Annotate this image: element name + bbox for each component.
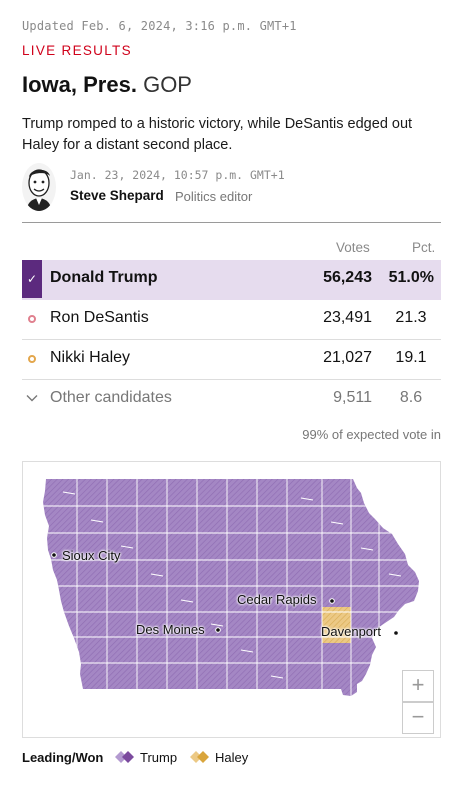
candidate-row-trump: ✓ Donald Trump 56,243 51.0% <box>22 260 441 300</box>
author-portrait-icon <box>26 169 52 211</box>
candidate-color-dot-icon <box>28 315 36 323</box>
chevron-down-icon <box>26 395 38 402</box>
winner-check-icon: ✓ <box>22 260 42 298</box>
iowa-map[interactable] <box>23 462 441 738</box>
candidate-votes: 9,511 <box>333 389 372 406</box>
candidate-name: Nikki Haley <box>50 349 131 366</box>
other-candidates-toggle[interactable]: Other candidates 9,511 8.6 <box>22 380 441 420</box>
author-role: Politics editor <box>175 189 253 204</box>
zoom-in-button[interactable]: + <box>402 670 434 702</box>
city-marker <box>215 627 221 633</box>
candidate-name: Ron DeSantis <box>50 309 149 326</box>
candidate-votes: 23,491 <box>323 309 372 326</box>
race-state: Iowa, Pres. <box>22 72 137 97</box>
expected-vote-note: 99% of expected vote in <box>302 427 441 442</box>
byline: Jan. 23, 2024, 10:57 p.m. GMT+1 Steve Sh… <box>22 163 442 215</box>
candidate-votes: 56,243 <box>323 269 372 286</box>
city-marker <box>51 552 57 558</box>
live-results-label: LIVE RESULTS <box>22 43 132 58</box>
candidate-votes: 21,027 <box>323 349 372 366</box>
candidate-pct: 19.1 <box>395 349 427 366</box>
updated-timestamp: Updated Feb. 6, 2024, 3:16 p.m. GMT+1 <box>22 19 297 33</box>
county-map[interactable]: Sioux City Cedar Rapids Des Moines Daven… <box>22 461 441 738</box>
city-label-sioux-city: Sioux City <box>62 548 121 563</box>
city-marker <box>329 598 335 604</box>
race-title: Iowa, Pres. GOP <box>22 72 192 98</box>
pct-column-header: Pct. <box>412 240 436 255</box>
zoom-out-button[interactable]: − <box>402 702 434 734</box>
candidate-pct: 21.3 <box>395 309 427 326</box>
candidate-color-dot-icon <box>28 355 36 363</box>
author-name[interactable]: Steve Shepard <box>70 188 164 203</box>
trump-swatch-icon <box>115 751 134 763</box>
city-marker <box>393 630 399 636</box>
legend-item-label: Trump <box>140 750 178 765</box>
byline-date: Jan. 23, 2024, 10:57 p.m. GMT+1 <box>70 168 285 182</box>
candidate-name: Donald Trump <box>50 269 158 286</box>
legend-item-label: Haley <box>215 750 249 765</box>
candidate-name: Other candidates <box>50 389 172 406</box>
candidate-row-desantis: Ron DeSantis 23,491 21.3 <box>22 300 441 340</box>
city-label-des-moines: Des Moines <box>136 622 205 637</box>
candidate-pct: 8.6 <box>399 389 423 406</box>
votes-column-header: Votes <box>336 240 370 255</box>
candidate-row-haley: Nikki Haley 21,027 19.1 <box>22 340 441 380</box>
city-label-davenport: Davenport <box>321 624 381 639</box>
legend-title: Leading/Won <box>22 750 104 765</box>
race-party: GOP <box>143 72 192 97</box>
candidate-pct: 51.0% <box>388 269 434 286</box>
avatar <box>22 163 56 211</box>
haley-swatch-icon <box>190 751 209 763</box>
city-label-cedar-rapids: Cedar Rapids <box>237 592 317 607</box>
divider <box>22 222 441 223</box>
race-summary: Trump romped to a historic victory, whil… <box>22 116 413 153</box>
